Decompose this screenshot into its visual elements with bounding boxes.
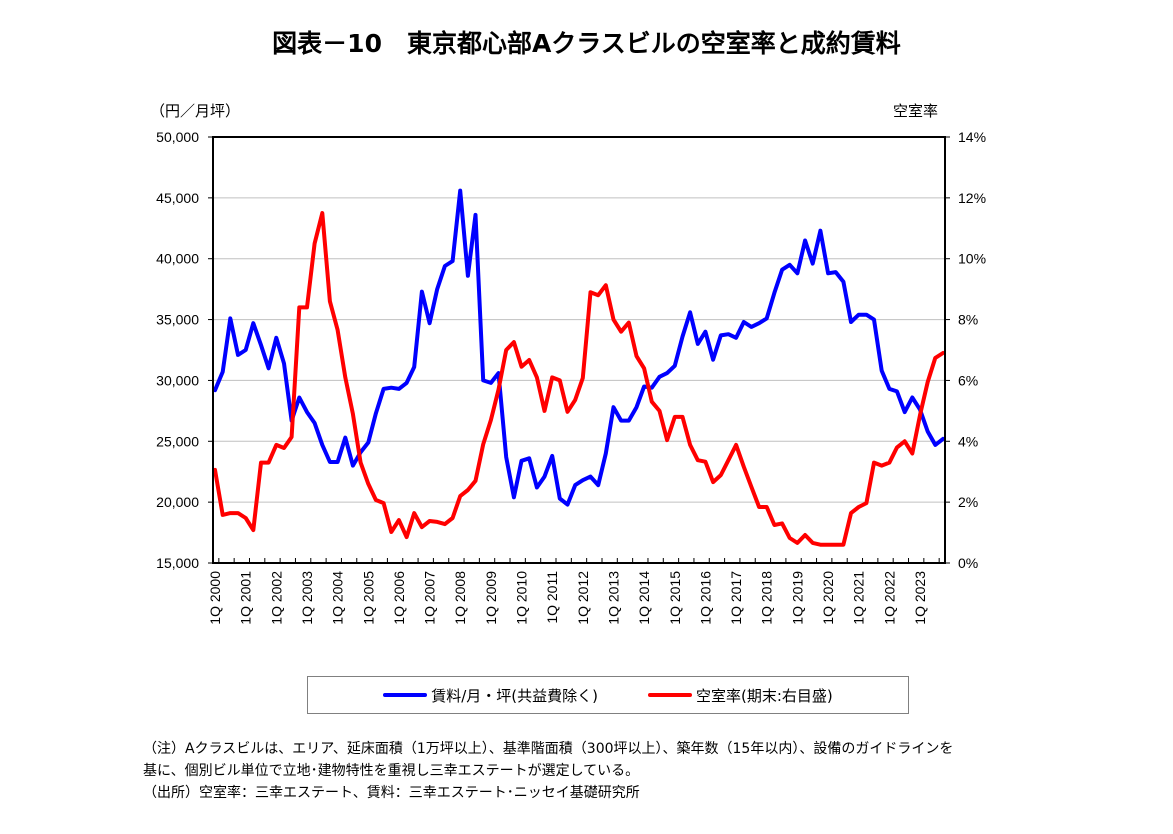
x-tick-label: 1Q 2020 — [820, 571, 836, 625]
chart-title: 図表－10 東京都心部Aクラスビルの空室率と成約賃料 — [272, 29, 901, 58]
left-tick-label: 45,000 — [156, 190, 199, 206]
x-tick-label: 1Q 2000 — [207, 571, 223, 625]
left-tick-label: 35,000 — [156, 312, 199, 328]
x-tick-label: 1Q 2004 — [330, 571, 346, 625]
source-line: （出所）空室率：三幸エステート、賃料：三幸エステート･ニッセイ基礎研究所 — [143, 785, 640, 801]
x-tick-label: 1Q 2009 — [483, 571, 499, 625]
legend-label-vacancy: 空室率(期末:右目盛) — [696, 686, 833, 705]
x-tick-label: 1Q 2017 — [728, 571, 744, 625]
x-tick-label: 1Q 2022 — [881, 571, 897, 625]
x-tick-label: 1Q 2023 — [912, 571, 928, 625]
x-tick-label: 1Q 2002 — [268, 571, 284, 625]
plot-frame — [212, 136, 946, 564]
x-tick-label: 1Q 2019 — [789, 571, 805, 625]
right-tick-label: 0% — [958, 555, 978, 571]
right-axis-unit: 空室率 — [893, 102, 939, 120]
x-tick-label: 1Q 2011 — [544, 571, 560, 624]
left-axis-unit: （円／月坪） — [150, 102, 241, 120]
right-tick-label: 12% — [958, 190, 986, 206]
x-tick-label: 1Q 2010 — [514, 571, 530, 625]
x-tick-label: 1Q 2006 — [391, 571, 407, 625]
x-tick-label: 1Q 2005 — [360, 571, 376, 625]
note-line: （注）Aクラスビルは、エリア、延床面積（1万坪以上）、基準階面積（300坪以上）… — [143, 741, 954, 757]
x-tick-label: 1Q 2015 — [667, 571, 683, 625]
x-tick-label: 1Q 2007 — [422, 571, 438, 625]
right-tick-label: 14% — [958, 129, 986, 145]
left-tick-label: 30,000 — [156, 372, 199, 388]
legend-swatch-vacancy — [648, 693, 692, 697]
vacancy-series-line — [213, 211, 945, 547]
right-tick-label: 2% — [958, 494, 978, 510]
x-tick-label: 1Q 2012 — [575, 571, 591, 625]
right-tick-label: 4% — [958, 433, 978, 449]
legend-item-rent: 賃料/月・坪(共益費除く) — [383, 685, 598, 706]
x-tick-label: 1Q 2013 — [605, 571, 621, 625]
x-tick-label: 1Q 2016 — [697, 571, 713, 625]
left-tick-label: 15,000 — [156, 555, 199, 571]
legend-swatch-rent — [383, 693, 428, 697]
left-tick-label: 20,000 — [156, 494, 199, 510]
left-tick-label: 50,000 — [156, 129, 199, 145]
left-tick-label: 25,000 — [156, 433, 199, 449]
left-tick-label: 40,000 — [156, 251, 199, 267]
x-tick-label: 1Q 2021 — [851, 571, 867, 625]
right-tick-label: 6% — [958, 372, 978, 388]
right-tick-label: 10% — [958, 251, 986, 267]
x-tick-label: 1Q 2001 — [238, 571, 254, 625]
rent-series-line — [213, 188, 945, 507]
footnotes: （注）Aクラスビルは、エリア、延床面積（1万坪以上）、基準階面積（300坪以上）… — [143, 738, 953, 804]
x-tick-label: 1Q 2003 — [299, 571, 315, 625]
legend-label-rent: 賃料/月・坪(共益費除く) — [431, 686, 598, 705]
x-tick-label: 1Q 2018 — [759, 571, 775, 625]
x-tick-label: 1Q 2014 — [636, 571, 652, 625]
legend-item-vacancy: 空室率(期末:右目盛) — [648, 685, 833, 706]
right-tick-label: 8% — [958, 312, 978, 328]
x-tick-label: 1Q 2008 — [452, 571, 468, 625]
legend: 賃料/月・坪(共益費除く) 空室率(期末:右目盛) — [307, 676, 909, 714]
note-line: 基に、個別ビル単位で立地･建物特性を重視し三幸エステートが選定している。 — [143, 763, 640, 779]
